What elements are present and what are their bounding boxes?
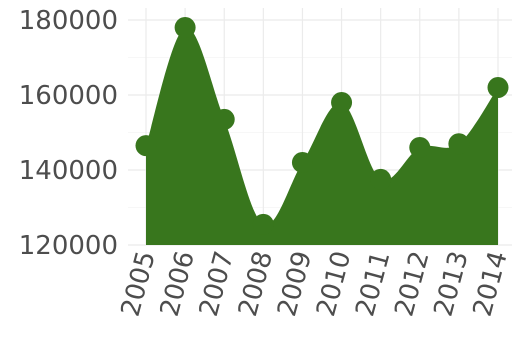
data-point-2013 (448, 133, 470, 155)
points-layer (135, 17, 509, 235)
data-point-2010 (331, 92, 353, 113)
area-layer (146, 27, 498, 245)
data-point-2009 (291, 152, 313, 173)
y-axis: 120000 140000 160000 180000 (19, 6, 118, 261)
y-tick-label: 120000 (19, 231, 118, 261)
data-point-2008 (252, 213, 274, 235)
data-point-2011 (370, 168, 392, 190)
y-tick-label: 180000 (19, 6, 118, 36)
data-point-2012 (409, 137, 431, 158)
data-point-2014 (487, 77, 509, 98)
y-tick-label: 140000 (19, 156, 118, 186)
x-tick-label-2014: 2014 (468, 248, 514, 320)
y-tick-label: 160000 (19, 81, 118, 111)
data-point-2006 (174, 17, 196, 38)
data-point-2007 (213, 108, 235, 130)
area-fill (146, 27, 498, 245)
data-point-2005 (135, 135, 157, 157)
